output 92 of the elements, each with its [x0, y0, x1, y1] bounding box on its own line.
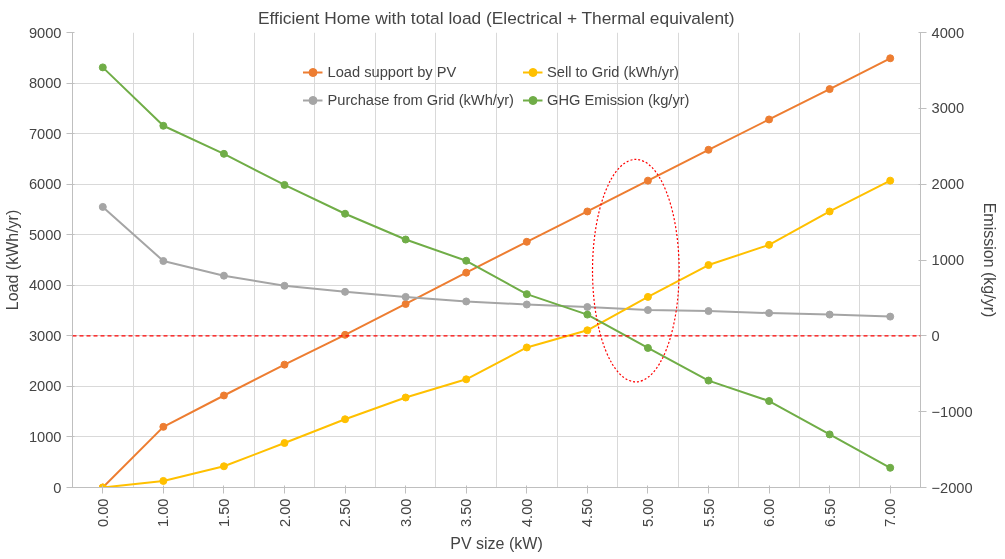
legend-label: Sell to Grid (kWh/yr)	[546, 64, 679, 80]
point	[401, 299, 410, 308]
point	[462, 297, 471, 306]
point	[765, 115, 774, 124]
point	[522, 343, 531, 352]
point	[522, 237, 531, 246]
point	[341, 287, 350, 296]
x-tick-label: 6.50	[821, 498, 838, 528]
point	[886, 312, 895, 321]
y2-tick-label: 3000	[931, 100, 965, 117]
x-tick-label: 1.50	[215, 498, 232, 528]
point	[643, 343, 652, 352]
point	[341, 415, 350, 424]
x-tick-label: 7.00	[882, 498, 899, 528]
point	[280, 180, 289, 189]
x-tick-label: 5.00	[639, 498, 656, 528]
y2-tick-label: 2000	[931, 176, 965, 193]
point	[98, 63, 107, 72]
y2-axis-title: Emission (kg/yr)	[980, 202, 998, 318]
x-tick-label: 3.00	[397, 498, 414, 528]
x-axis-title: PV size (kW)	[450, 535, 543, 553]
legend-label: Load support by PV	[327, 64, 457, 80]
point	[886, 54, 895, 63]
point	[159, 422, 168, 431]
point	[583, 326, 592, 335]
y2-tick-label: 0	[931, 327, 940, 344]
y2-tick-label: 1000	[931, 252, 965, 268]
point	[462, 256, 471, 265]
point	[583, 310, 592, 319]
point	[159, 257, 168, 265]
legend-label: Purchase from Grid (kWh/yr)	[327, 92, 514, 108]
x-tick-label: 0.00	[94, 498, 111, 528]
y-tick-label: 3000	[28, 327, 62, 344]
point	[280, 439, 289, 447]
x-tick-label: 3.50	[458, 498, 475, 528]
chart-title: Efficient Home with total load (Electrical + Thermal equivalent)	[258, 7, 735, 28]
point	[643, 306, 652, 315]
point	[401, 235, 410, 244]
point	[583, 207, 592, 216]
point	[643, 176, 652, 185]
x-tick-label: 6.00	[761, 498, 778, 528]
point	[765, 240, 774, 249]
point	[522, 290, 531, 299]
point	[401, 292, 410, 301]
point	[401, 393, 410, 402]
point	[704, 307, 713, 316]
y-axis-title: Load (kWh/yr)	[3, 209, 21, 311]
x-tick-label: 2.50	[337, 498, 354, 528]
point	[219, 462, 228, 471]
point	[765, 397, 774, 406]
point	[159, 121, 168, 130]
point	[462, 268, 471, 277]
point	[704, 376, 713, 385]
y-tick-label: 6000	[28, 176, 62, 193]
y-tick-label: 2000	[28, 378, 62, 395]
point	[643, 292, 652, 301]
y2-tick-label: 4000	[931, 24, 965, 41]
point	[765, 309, 774, 318]
y2-tick-label: −1000	[931, 403, 973, 420]
point	[704, 145, 713, 154]
point	[219, 271, 228, 280]
legend-label: GHG Emission (kg/yr)	[546, 92, 690, 108]
x-tick-label: 1.00	[155, 498, 172, 528]
point	[219, 391, 228, 400]
x-tick-label: 4.00	[518, 498, 535, 528]
point	[159, 476, 168, 485]
y-tick-label: 0	[53, 479, 62, 496]
point	[462, 375, 471, 384]
point	[704, 261, 713, 270]
point	[583, 303, 592, 312]
point	[886, 176, 895, 185]
point	[825, 207, 834, 216]
point	[280, 360, 289, 369]
x-tick-label: 4.50	[579, 498, 596, 528]
y-tick-label: 9000	[28, 24, 62, 41]
y2-tick-label: −2000	[931, 479, 973, 496]
point	[522, 300, 531, 309]
point	[219, 149, 228, 158]
point	[825, 85, 834, 94]
point	[98, 202, 107, 211]
point	[825, 430, 834, 439]
y-tick-label: 8000	[28, 75, 62, 92]
point	[886, 463, 895, 472]
point	[825, 310, 834, 319]
y-tick-label: 1000	[28, 428, 62, 445]
point	[280, 281, 289, 290]
y-tick-label: 4000	[28, 277, 62, 294]
x-tick-label: 5.50	[700, 498, 717, 528]
y-tick-label: 7000	[28, 125, 62, 142]
point	[341, 209, 350, 218]
y-tick-label: 5000	[28, 226, 62, 243]
x-tick-label: 2.00	[276, 498, 293, 528]
